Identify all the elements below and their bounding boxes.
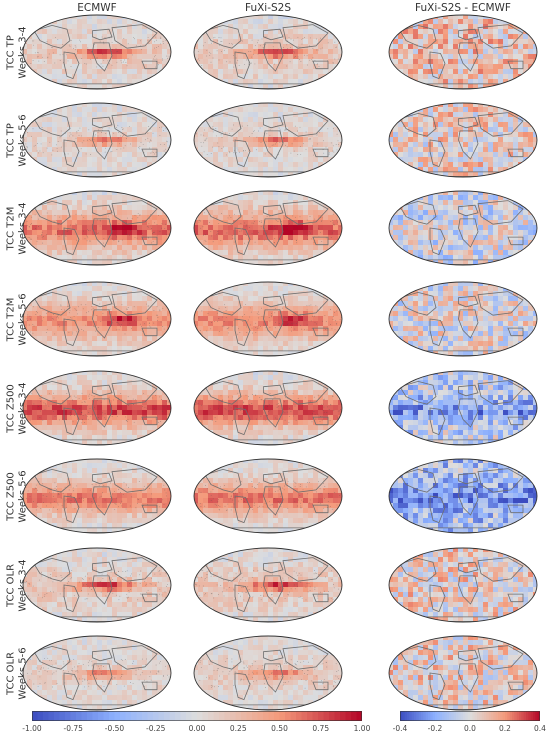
row-variable: TCC Z500 (5, 383, 17, 433)
colorbar-tick-label: 0.2 (499, 724, 511, 733)
map-panel (22, 370, 172, 446)
colorbar-tick-label: -1.00 (22, 724, 42, 733)
map-panel (22, 458, 172, 534)
row-variable: TCC TP (5, 122, 17, 158)
colorbar-left (32, 711, 362, 721)
map-panel (193, 14, 343, 90)
colorbar-tick-label: 0.75 (312, 724, 330, 733)
column-title: ECMWF (77, 2, 117, 14)
map-panel (193, 547, 343, 623)
row-variable: TCC Z500 (5, 471, 17, 521)
colorbar-tick-label: 0.0 (464, 724, 476, 733)
colorbar-tick-label: 0.50 (271, 724, 288, 733)
row-variable: TCC OLR (5, 563, 17, 607)
map-panel (388, 370, 538, 446)
colorbar-tick-label: 1.00 (353, 724, 371, 733)
map-panel (22, 190, 172, 266)
map-panel (193, 102, 343, 178)
colorbar-tick-label: 0.25 (229, 724, 247, 733)
map-panel (388, 281, 538, 357)
map-panel (388, 547, 538, 623)
row-variable: TCC T2M (5, 297, 17, 341)
row-variable: TCC TP (5, 34, 17, 70)
column-title: FuXi-S2S - ECMWF (415, 2, 511, 14)
colorbar-tick-label: 0.00 (188, 724, 206, 733)
map-panel (193, 190, 343, 266)
colorbar-tick-label: -0.75 (63, 724, 83, 733)
colorbar-tick-label: -0.50 (104, 724, 125, 733)
row-variable: TCC OLR (5, 651, 17, 695)
map-panel (193, 635, 343, 711)
map-panel (22, 14, 172, 90)
map-panel (22, 635, 172, 711)
colorbar-tick-label: -0.2 (427, 724, 443, 733)
column-title: FuXi-S2S (244, 2, 292, 14)
map-panel (388, 190, 538, 266)
map-panel (22, 547, 172, 623)
map-panel (193, 281, 343, 357)
map-panel (193, 458, 343, 534)
row-variable: TCC T2M (5, 206, 17, 250)
map-panel (22, 102, 172, 178)
colorbar-tick-label: -0.4 (392, 724, 408, 733)
map-panel (193, 370, 343, 446)
map-panel (388, 102, 538, 178)
map-panel (388, 458, 538, 534)
colorbar-right (400, 711, 540, 721)
colorbar-tick-label: 0.4 (534, 724, 546, 733)
colorbar-tick-label: -0.25 (146, 724, 166, 733)
map-panel (388, 14, 538, 90)
map-panel (22, 281, 172, 357)
map-panel (388, 635, 538, 711)
